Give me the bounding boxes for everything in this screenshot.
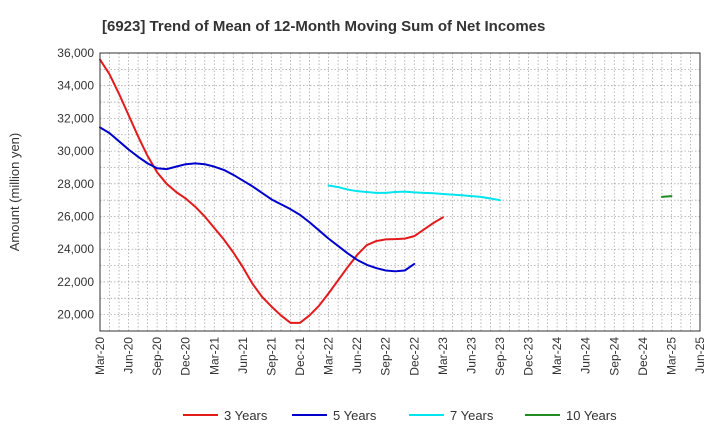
- y-axis-ticks: 20,000 22,000 24,000 26,000 28,000 30,000 32,0…: [57, 46, 94, 322]
- y-tick-label: 32,000: [57, 111, 94, 125]
- x-tick-label: Dec-20: [179, 337, 193, 376]
- y-tick-label: 36,000: [57, 46, 94, 60]
- y-tick-label: 28,000: [57, 177, 94, 191]
- y-tick-label: 26,000: [57, 210, 94, 224]
- y-tick-label: 34,000: [57, 79, 94, 93]
- x-tick-label: Jun-21: [236, 337, 250, 374]
- series-group: [99, 58, 673, 324]
- x-tick-label: Mar-22: [322, 337, 336, 375]
- x-tick-label: Jun-25: [693, 337, 707, 374]
- x-tick-label: Dec-21: [293, 337, 307, 376]
- legend: 3 Years 5 Years 7 Years 10 Years: [183, 408, 617, 423]
- plot-frame: [99, 52, 701, 332]
- legend-label: 3 Years: [224, 408, 268, 423]
- legend-label: 10 Years: [566, 408, 617, 423]
- x-tick-label: Sep-24: [607, 337, 621, 376]
- x-tick-label: Mar-25: [664, 337, 678, 375]
- x-tick-label: Jun-22: [350, 337, 364, 374]
- x-tick-label: Dec-22: [407, 337, 421, 376]
- grid: [100, 53, 700, 331]
- x-axis-ticks: Mar-20 Jun-20 Sep-20 Dec-20 Mar-21 Jun-21 Sep-…: [93, 337, 707, 376]
- x-tick-label: Mar-23: [436, 337, 450, 375]
- legend-label: 5 Years: [333, 408, 377, 423]
- x-tick-label: Jun-23: [464, 337, 478, 374]
- x-tick-label: Dec-23: [522, 337, 536, 376]
- chart-title: [6923] Trend of Mean of 12-Month Moving …: [102, 18, 545, 35]
- x-tick-label: Dec-24: [636, 337, 650, 376]
- x-tick-label: Mar-24: [550, 337, 564, 375]
- x-tick-label: Sep-20: [150, 337, 164, 376]
- y-tick-label: 30,000: [57, 144, 94, 158]
- x-tick-label: Sep-21: [264, 337, 278, 376]
- y-tick-label: 22,000: [57, 275, 94, 289]
- series-line-5-years: [99, 126, 416, 273]
- x-tick-label: Jun-24: [579, 337, 593, 374]
- x-tick-label: Mar-21: [207, 337, 221, 375]
- series-line-7-years: [327, 184, 501, 202]
- series-line-10-years: [660, 195, 673, 198]
- series-line-3-years: [99, 58, 444, 324]
- x-tick-label: Sep-22: [379, 337, 393, 376]
- legend-label: 7 Years: [450, 408, 494, 423]
- y-tick-label: 24,000: [57, 242, 94, 256]
- x-tick-label: Jun-20: [122, 337, 136, 374]
- y-axis-label: Amount (million yen): [7, 133, 22, 252]
- y-tick-label: 20,000: [57, 308, 94, 322]
- x-tick-label: Mar-20: [93, 337, 107, 375]
- x-tick-label: Sep-23: [493, 337, 507, 376]
